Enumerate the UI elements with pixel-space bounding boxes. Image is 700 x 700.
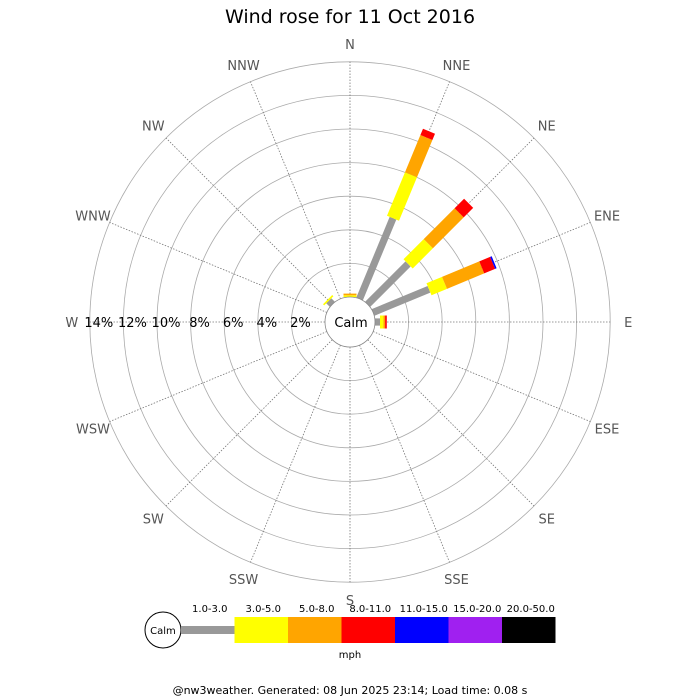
legend-label-5.0-8.0: 5.0-8.0 xyxy=(299,604,334,615)
bar-n-3.0-5.0 xyxy=(343,295,357,297)
bar-ene-5.0-8.0 xyxy=(442,261,485,289)
legend-label-1.0-3.0: 1.0-3.0 xyxy=(192,604,227,615)
bar-nne-1.0-3.0 xyxy=(356,216,397,301)
grid-spoke xyxy=(367,339,535,507)
chart-title: Wind rose for 11 Oct 2016 xyxy=(225,6,475,28)
speed-legend: Calm 1.0-3.0 3.0-5.0 5.0-8.0 8.0-11.0 11.0-15… xyxy=(144,604,556,661)
bar-ene-3.0-5.0 xyxy=(426,276,447,296)
bar-nne-8.0-11.0 xyxy=(420,128,435,140)
grid-spoke xyxy=(250,81,341,300)
percentage-label: 4% xyxy=(256,316,277,331)
percentage-label: 12% xyxy=(118,316,147,331)
direction-label-s: S xyxy=(346,594,354,609)
percentage-label: 8% xyxy=(189,316,210,331)
calm-label: Calm xyxy=(334,316,367,331)
bar-e-1.0-3.0 xyxy=(375,318,380,326)
direction-label-wnw: WNW xyxy=(75,210,111,225)
direction-label-se: SE xyxy=(538,513,554,528)
direction-label-sse: SSE xyxy=(444,573,469,588)
legend-swatch-1.0-3.0 xyxy=(181,626,235,634)
direction-label-nnw: NNW xyxy=(227,59,259,74)
legend-swatch-15.0-20.0 xyxy=(448,617,502,643)
direction-label-w: W xyxy=(65,316,78,331)
percentage-labels: 2% 4% 6% 8% 10% 12% 14% xyxy=(84,316,310,331)
direction-label-n: N xyxy=(345,38,355,53)
direction-label-e: E xyxy=(624,316,632,331)
direction-labels: N NNE NE ENE E ESE SE SSE S SSW SW WSW W WNW NW NNW xyxy=(65,38,632,609)
grid-spoke xyxy=(165,339,333,507)
direction-label-ssw: SSW xyxy=(229,573,259,588)
grid-spoke xyxy=(109,222,328,313)
legend-swatch-3.0-5.0 xyxy=(234,617,288,643)
bar-nw-3.0-5.0 xyxy=(323,295,334,306)
percentage-label: 10% xyxy=(152,316,181,331)
bar-ene-8.0-11.0 xyxy=(479,256,496,274)
bar-ne-5.0-8.0 xyxy=(423,208,464,249)
bar-e-5.0-8.0 xyxy=(383,315,386,329)
legend-label-20.0-50.0: 20.0-50.0 xyxy=(507,604,555,615)
wind-bars xyxy=(323,128,497,329)
bar-e-3.0-5.0 xyxy=(380,315,384,329)
bar-ne-8.0-11.0 xyxy=(454,198,474,218)
legend-swatch-5.0-8.0 xyxy=(288,617,342,643)
legend-swatch-8.0-11.0 xyxy=(341,617,395,643)
grid-ring xyxy=(190,162,510,482)
bar-nne-3.0-5.0 xyxy=(387,172,417,221)
grid-spoke xyxy=(165,137,333,305)
grid-spoke xyxy=(250,344,341,563)
direction-label-ese: ESE xyxy=(595,422,620,437)
legend-label-8.0-11.0: 8.0-11.0 xyxy=(349,604,391,615)
bar-e-8.0-11.0 xyxy=(385,315,387,329)
percentage-label: 14% xyxy=(84,316,113,331)
legend-label-15.0-20.0: 15.0-20.0 xyxy=(453,604,501,615)
percentage-label: 2% xyxy=(290,316,311,331)
bar-ene-11.0-15.0 xyxy=(490,256,497,269)
bar-ene-1.0-3.0 xyxy=(371,286,431,316)
footer-text: @nw3weather. Generated: 08 Jun 2025 23:1… xyxy=(173,684,528,697)
legend-unit: mph xyxy=(339,650,361,661)
bar-ne-3.0-5.0 xyxy=(403,239,433,269)
grid-spoke xyxy=(109,331,328,422)
legend-label-11.0-15.0: 11.0-15.0 xyxy=(400,604,448,615)
direction-label-ene: ENE xyxy=(594,210,620,225)
percentage-label: 6% xyxy=(223,316,244,331)
calm-ring xyxy=(324,296,376,348)
legend-label-3.0-5.0: 3.0-5.0 xyxy=(246,604,281,615)
direction-label-ne: NE xyxy=(538,119,556,134)
legend-swatch-11.0-15.0 xyxy=(395,617,449,643)
grid-spoke xyxy=(359,344,450,563)
legend-calm-label: Calm xyxy=(150,626,176,637)
bar-n-5.0-8.0 xyxy=(343,293,357,296)
direction-label-nne: NNE xyxy=(443,59,471,74)
legend-swatch-20.0-50.0 xyxy=(502,617,556,643)
bar-nne-5.0-8.0 xyxy=(405,135,433,178)
bar-nw-1.0-3.0 xyxy=(326,298,335,307)
bar-ne-1.0-3.0 xyxy=(365,261,411,307)
direction-label-sw: SW xyxy=(143,513,164,528)
grid-ring xyxy=(223,195,477,449)
direction-label-wsw: WSW xyxy=(76,422,110,437)
grid-spoke xyxy=(372,331,591,422)
direction-label-nw: NW xyxy=(142,119,165,134)
calm-circle: Calm xyxy=(324,296,376,348)
